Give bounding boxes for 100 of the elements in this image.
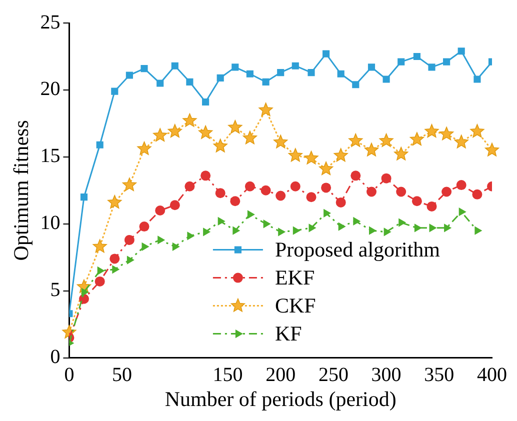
- point: [126, 256, 134, 264]
- point: [484, 142, 500, 156]
- point: [304, 150, 318, 164]
- point: [444, 224, 452, 232]
- point: [155, 205, 166, 216]
- y-tick-label: 10: [40, 212, 60, 234]
- point: [230, 196, 240, 206]
- point: [338, 222, 346, 231]
- point: [337, 70, 344, 78]
- point: [292, 226, 300, 235]
- point: [153, 128, 168, 142]
- point: [242, 130, 258, 144]
- point: [382, 76, 390, 83]
- point: [142, 242, 150, 251]
- point: [97, 266, 105, 276]
- point: [260, 185, 271, 196]
- point: [288, 148, 302, 162]
- point: [203, 228, 211, 236]
- point: [439, 126, 454, 140]
- point: [348, 133, 363, 147]
- point: [263, 220, 271, 228]
- point: [321, 182, 332, 193]
- legend-label: EKF: [274, 265, 315, 290]
- point: [413, 52, 420, 60]
- x-tick-label: 300: [371, 364, 402, 386]
- point: [274, 134, 288, 148]
- y-tick-label: 15: [40, 145, 60, 168]
- point: [262, 78, 270, 86]
- point: [306, 192, 316, 202]
- point: [140, 65, 148, 72]
- point: [414, 224, 422, 232]
- point: [308, 69, 315, 76]
- point: [200, 170, 211, 181]
- point: [428, 64, 436, 71]
- point: [80, 194, 88, 201]
- point: [139, 222, 150, 232]
- point: [324, 208, 332, 218]
- point: [353, 216, 361, 226]
- x-tick-label: 0: [64, 364, 74, 386]
- x-tick-label: 400: [477, 364, 507, 386]
- point: [352, 81, 360, 88]
- point: [92, 239, 107, 253]
- point: [82, 288, 89, 297]
- point: [277, 69, 284, 76]
- point: [94, 276, 105, 286]
- point: [232, 226, 240, 235]
- point: [228, 120, 242, 134]
- point: [158, 236, 166, 244]
- point: [168, 124, 182, 138]
- point: [215, 188, 226, 198]
- point: [336, 197, 346, 208]
- point: [218, 216, 226, 226]
- point: [322, 50, 330, 58]
- point: [369, 226, 376, 235]
- y-tick-label: 25: [40, 11, 60, 34]
- point: [364, 142, 379, 156]
- point: [350, 170, 361, 181]
- point: [112, 265, 120, 274]
- point: [184, 181, 195, 192]
- point: [410, 132, 424, 146]
- point: [472, 189, 482, 200]
- y-tick-label: 5: [50, 279, 60, 302]
- point: [137, 141, 152, 155]
- point: [470, 124, 484, 138]
- point: [182, 113, 197, 127]
- y-tick-label: 20: [40, 78, 60, 100]
- point: [426, 201, 437, 212]
- point: [156, 80, 164, 87]
- x-tick-label: 250: [318, 364, 348, 386]
- point: [429, 224, 437, 232]
- point: [454, 134, 468, 148]
- point: [172, 242, 180, 251]
- point: [318, 162, 334, 176]
- y-axis-title: Optimum fitness: [9, 120, 34, 261]
- point: [398, 218, 406, 227]
- point: [170, 200, 180, 210]
- point: [396, 186, 406, 197]
- point: [244, 181, 255, 192]
- point: [198, 125, 213, 139]
- point: [424, 124, 439, 138]
- point: [187, 232, 195, 240]
- point: [96, 141, 104, 148]
- point: [276, 190, 286, 201]
- point: [290, 181, 300, 192]
- point: [412, 196, 422, 206]
- point: [308, 224, 316, 232]
- point: [202, 98, 210, 106]
- point: [278, 228, 286, 236]
- point: [258, 102, 273, 116]
- point: [474, 226, 482, 235]
- point: [368, 64, 376, 71]
- point: [379, 133, 394, 147]
- point: [246, 70, 254, 78]
- point: [126, 72, 133, 79]
- legend-label: CKF: [274, 293, 316, 318]
- point: [458, 207, 466, 216]
- legend-label: KF: [274, 321, 302, 346]
- point: [398, 58, 405, 66]
- legend-label: Proposed algorithm: [274, 237, 440, 262]
- x-tick-label: 350: [424, 364, 454, 386]
